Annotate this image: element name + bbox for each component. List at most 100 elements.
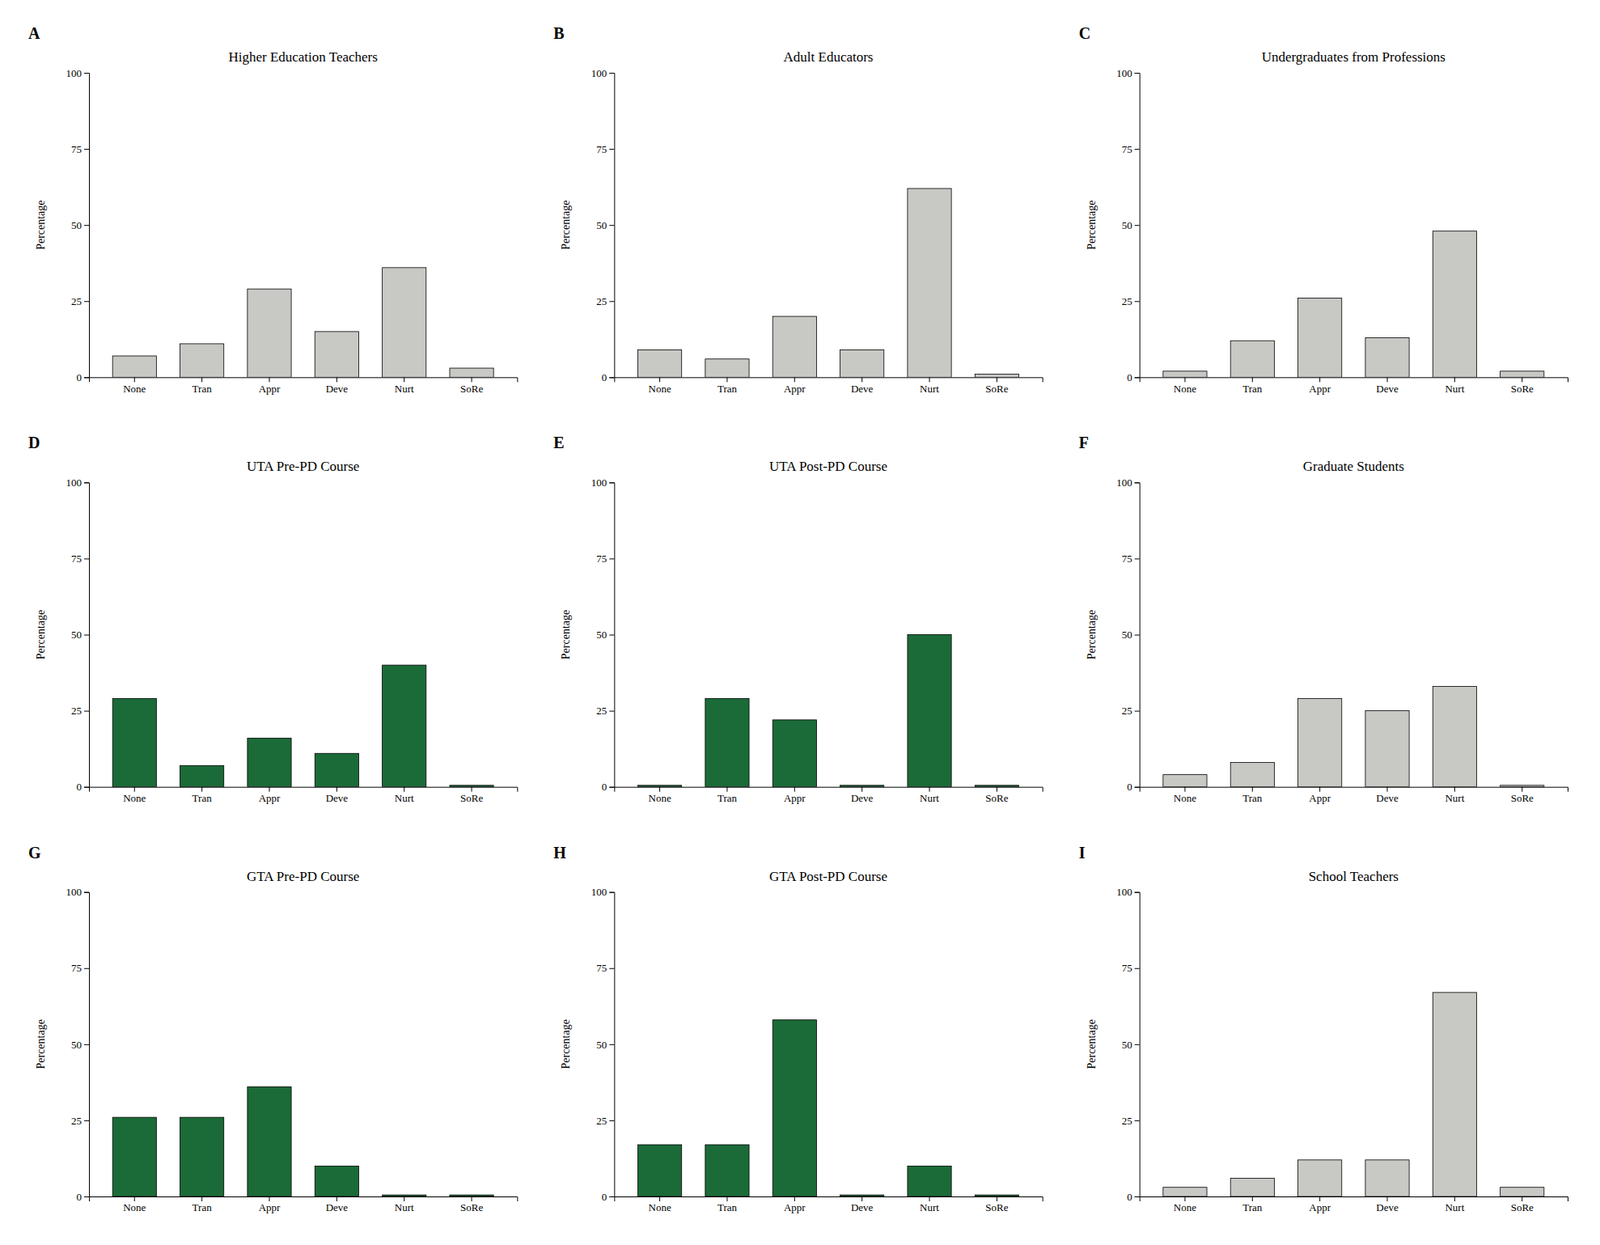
x-tick: Deve xyxy=(1375,787,1399,805)
x-tick: Deve xyxy=(325,1196,349,1214)
x-tick-label: Appr xyxy=(258,791,281,805)
y-tick-label: 0 xyxy=(76,780,83,793)
bar xyxy=(638,1144,682,1197)
y-tick-label: 75 xyxy=(1121,552,1133,565)
x-tick-label: None xyxy=(122,382,146,395)
bar xyxy=(314,753,359,787)
y-tick: 25 xyxy=(596,295,614,308)
y-tick-label: 50 xyxy=(1121,628,1133,641)
y-tick: 75 xyxy=(1121,961,1140,974)
x-tick: Appr xyxy=(258,787,281,805)
x-tick-label: Tran xyxy=(192,382,213,395)
y-tick-label: 0 xyxy=(1126,371,1133,384)
x-tick: Nurt xyxy=(394,1196,415,1214)
y-axis: 0255075100 xyxy=(66,885,90,1203)
y-axis-line xyxy=(609,482,615,788)
x-tick-label: None xyxy=(1173,1201,1197,1214)
panel-label: G xyxy=(28,843,42,862)
bar xyxy=(1298,1159,1342,1197)
x-tick: Appr xyxy=(1308,1196,1331,1214)
x-tick: Appr xyxy=(258,1196,281,1214)
y-tick: 75 xyxy=(596,552,614,565)
y-tick: 100 xyxy=(591,67,615,80)
y-tick-mark xyxy=(84,892,89,894)
y-axis-title: Percentage xyxy=(559,609,572,660)
bar xyxy=(772,719,817,788)
y-tick-label: 0 xyxy=(601,371,608,384)
bar xyxy=(840,1194,885,1197)
y-tick-mark xyxy=(84,376,89,378)
y-tick-mark xyxy=(84,72,89,74)
x-tick-label: SoRe xyxy=(1511,791,1534,805)
panel-label: B xyxy=(553,24,564,43)
x-axis-line xyxy=(89,787,518,792)
plot-area xyxy=(1163,992,1545,1197)
y-tick-label: 0 xyxy=(76,1190,83,1203)
bar xyxy=(1230,1177,1275,1197)
y-axis: 0255075100 xyxy=(591,67,615,384)
y-tick-label: 75 xyxy=(71,143,82,156)
x-tick-label: Deve xyxy=(325,1201,349,1214)
x-tick-mark xyxy=(1319,787,1321,792)
x-axis: NoneTranApprDeveNurtSoRe xyxy=(1139,787,1568,805)
y-tick-mark xyxy=(84,711,89,712)
x-tick: Tran xyxy=(192,1196,213,1214)
y-axis-line xyxy=(1134,892,1141,1197)
bar xyxy=(449,785,494,788)
y-tick-mark xyxy=(1134,787,1140,788)
y-tick-mark xyxy=(1134,1044,1140,1046)
x-tick-mark xyxy=(1521,1196,1523,1202)
y-tick-label: 75 xyxy=(596,143,607,156)
x-tick-label: SoRe xyxy=(460,382,483,395)
x-tick: None xyxy=(1173,376,1197,394)
x-tick-label: None xyxy=(1173,382,1197,395)
x-tick: SoRe xyxy=(460,1196,483,1214)
x-tick-label: Appr xyxy=(1308,1201,1331,1214)
bar xyxy=(772,316,817,377)
x-tick: Tran xyxy=(1242,1196,1263,1214)
bar xyxy=(382,664,427,788)
y-axis: 0255075100 xyxy=(591,885,615,1203)
bar xyxy=(1432,685,1477,787)
x-tick-label: Tran xyxy=(1242,382,1263,395)
y-tick-label: 50 xyxy=(1121,1037,1133,1050)
y-tick: 0 xyxy=(76,1190,90,1203)
y-tick-label: 75 xyxy=(71,961,82,974)
x-tick-label: Appr xyxy=(783,382,806,395)
x-tick: Nurt xyxy=(394,787,415,805)
x-tick-mark xyxy=(1387,376,1389,382)
y-tick-label: 0 xyxy=(601,780,608,793)
x-tick-mark xyxy=(1454,376,1456,382)
y-tick: 25 xyxy=(1121,704,1140,717)
title: UTA Pre-PD Course xyxy=(246,458,360,475)
y-tick-label: 100 xyxy=(66,885,83,898)
bar xyxy=(638,349,682,377)
x-tick-mark xyxy=(1184,376,1186,382)
title: School Teachers xyxy=(1308,868,1399,885)
x-tick: None xyxy=(122,1196,146,1214)
bar xyxy=(382,267,427,377)
plot-area xyxy=(1163,685,1545,787)
y-tick: 75 xyxy=(71,961,89,974)
x-tick-mark xyxy=(403,376,405,382)
y-tick-mark xyxy=(84,634,89,636)
bar xyxy=(112,355,157,377)
bar xyxy=(1230,762,1275,788)
y-axis-line xyxy=(609,892,615,1197)
y-tick-mark xyxy=(1134,711,1140,712)
panel-label: E xyxy=(553,433,564,452)
x-tick: Tran xyxy=(717,376,738,394)
x-tick-mark xyxy=(134,376,136,382)
x-tick: SoRe xyxy=(985,1196,1008,1214)
y-tick-mark xyxy=(84,1196,89,1198)
y-tick-mark xyxy=(84,482,89,483)
x-tick-mark xyxy=(1252,376,1253,382)
x-tick: None xyxy=(122,376,146,394)
x-tick-label: Appr xyxy=(1308,791,1331,805)
x-tick-label: Tran xyxy=(1242,791,1263,805)
y-axis: 0255075100 xyxy=(66,67,90,384)
bar xyxy=(1365,1159,1410,1197)
y-tick: 50 xyxy=(71,219,89,232)
y-tick: 50 xyxy=(71,628,89,641)
y-tick-mark xyxy=(1134,300,1140,302)
